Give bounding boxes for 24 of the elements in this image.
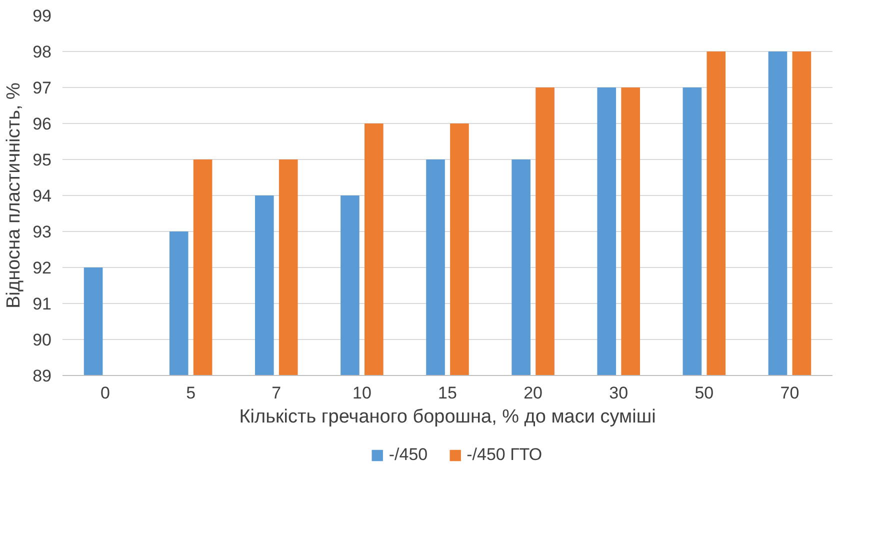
y-tick-label: 93 (32, 222, 52, 242)
legend-label: -/450 (388, 445, 428, 465)
y-tick-label: 95 (32, 150, 52, 170)
legend-label: -/450 ГТО (466, 445, 542, 465)
x-tick-label: 10 (352, 384, 372, 402)
x-tick-label: 50 (694, 384, 714, 402)
y-tick-label: 91 (32, 294, 52, 314)
x-tick-label: 30 (609, 384, 628, 402)
x-tick-label: 7 (272, 384, 282, 402)
x-tick-label: 70 (780, 384, 800, 402)
y-tick-label: 89 (32, 366, 52, 386)
y-tick-label: 99 (32, 6, 52, 26)
x-tick-label: 15 (438, 384, 457, 402)
y-tick-label: 98 (32, 42, 52, 62)
x-tick-label: 0 (100, 384, 110, 402)
y-tick-label: 94 (32, 186, 52, 206)
x-axis-title: Кількість гречаного борошна, % до маси суміші (239, 406, 656, 428)
y-tick-label: 90 (32, 330, 52, 350)
y-axis-title: Відносна пластичність, % (4, 82, 25, 308)
y-tick-label: 92 (32, 258, 52, 278)
x-tick-label: 20 (524, 384, 543, 402)
y-tick-label: 96 (32, 114, 52, 134)
x-tick-label: 5 (186, 384, 196, 402)
y-tick-label: 97 (32, 78, 52, 98)
